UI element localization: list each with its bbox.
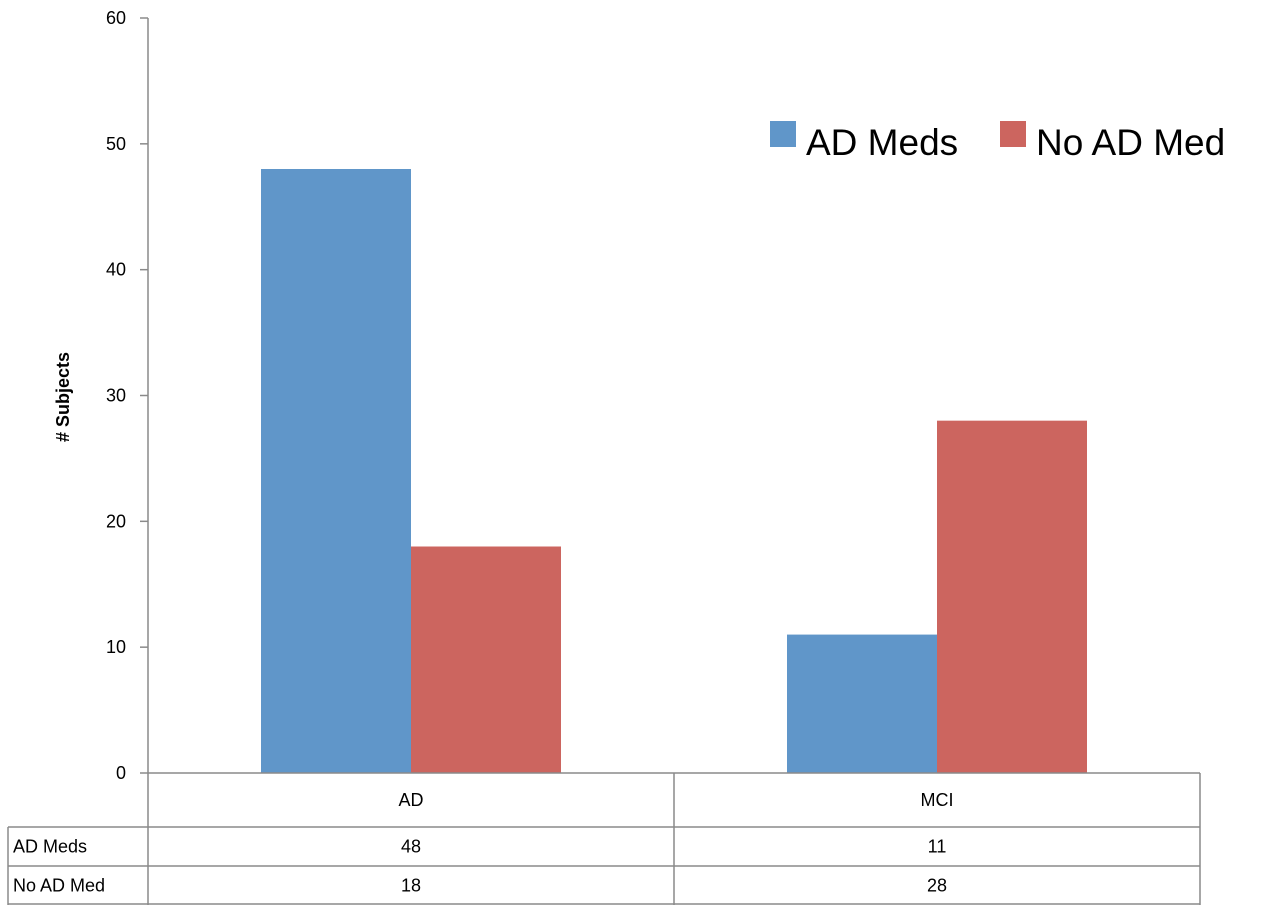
table-value-cell: 28 bbox=[927, 876, 947, 896]
y-tick-label: 30 bbox=[106, 386, 126, 406]
legend-label: AD Meds bbox=[806, 122, 958, 163]
x-category-label: MCI bbox=[921, 790, 954, 810]
y-tick-label: 40 bbox=[106, 260, 126, 280]
y-tick-label: 20 bbox=[106, 511, 126, 531]
bar-ad-meds-mci bbox=[787, 634, 937, 773]
y-tick-label: 50 bbox=[106, 134, 126, 154]
table-value-cell: 11 bbox=[928, 837, 947, 857]
legend-swatch bbox=[770, 121, 796, 147]
y-tick-label: 0 bbox=[116, 763, 126, 783]
bar-no-ad-med-ad bbox=[411, 546, 561, 773]
y-axis-label: # Subjects bbox=[53, 352, 73, 442]
bars bbox=[261, 169, 1087, 773]
bar-ad-meds-ad bbox=[261, 169, 411, 773]
legend-label: No AD Med bbox=[1036, 122, 1225, 163]
data-table: AD MCI AD Meds 48 11 No AD Med 18 28 bbox=[7, 772, 1201, 905]
table-series-name: AD Meds bbox=[13, 837, 87, 857]
table-value-cell: 48 bbox=[401, 837, 421, 857]
bar-no-ad-med-mci bbox=[937, 420, 1087, 773]
legend: AD Meds No AD Med bbox=[770, 121, 1225, 163]
table-value-cell: 18 bbox=[401, 876, 421, 896]
legend-swatch bbox=[1000, 121, 1026, 147]
y-tick-label: 10 bbox=[106, 637, 126, 657]
y-axis-ticks: 0 10 20 30 40 50 60 bbox=[106, 8, 148, 783]
x-category-label: AD bbox=[398, 790, 423, 810]
table-series-name: No AD Med bbox=[13, 876, 105, 896]
y-tick-label: 60 bbox=[106, 8, 126, 28]
